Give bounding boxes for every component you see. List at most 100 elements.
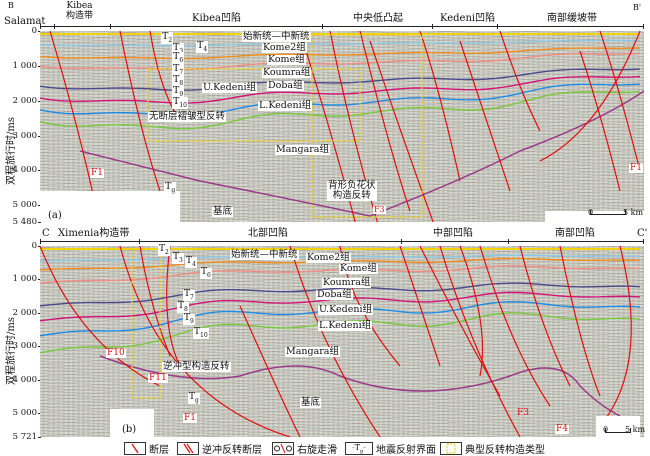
formation-b-4: Doba组 [316,289,353,300]
formation-b-0: 始新统—中新统 [230,249,299,260]
annotation-b-0: 逆冲型构造反转 [162,361,231,372]
fault-line [479,246,551,407]
fault-line [459,246,484,377]
horizon-label-Tg: Tg [164,181,177,195]
fault-line [499,31,541,132]
horizon-label-T8: T8 [172,74,185,88]
horizon-T8 [40,75,641,104]
legend-label: 断层 [149,445,169,456]
region-a-2: Kedeni凹陷 [440,13,496,24]
salamat-label: Salamat [4,16,46,27]
fault-line [239,305,301,437]
profile-a-start: B [8,1,14,10]
y-tick: 1 000 [12,60,37,71]
formation-b-1: Kome2组 [306,252,351,263]
fault-line [40,246,161,387]
legend-strike-slip: 右旋走滑 [272,441,337,456]
horizon-T7 [40,68,641,91]
y-tick: 4 000 [12,374,37,385]
formation-a-8: 基底 [212,206,234,217]
inversion-box [131,251,161,399]
y-tick: 5 000 [12,200,37,211]
legend-reflector: -Tg- 地震反射界面 [345,441,436,456]
region-b-1: 中部凹陷 [433,228,473,239]
fault-line [359,31,411,212]
horizon-label-T10: T10 [172,96,188,110]
fault-icon [124,442,146,455]
region-bar-a [40,26,644,27]
region-b-2: 南部凹陷 [555,228,595,239]
profile-b-end: C' [637,228,648,239]
formation-b-7: Mangara组 [285,346,340,357]
fault-line [166,246,181,367]
fault-line [119,31,161,192]
horizon-T3 [40,39,641,47]
scale-len-b: 5 km [625,425,646,434]
formation-a-1: Kome2组 [262,42,307,53]
scale-bar-a [590,210,626,215]
profile-b-start: C [42,228,50,239]
horizon-label-b-T10: T10 [193,327,209,340]
legend-label: 地震反射界面 [376,445,436,456]
fault-line [299,31,356,222]
horizon-label-b-T4: T4 [185,256,197,269]
horizon-label-T2: T2 [161,31,174,45]
scale-bar-b [605,428,631,433]
fault-line [329,31,378,222]
y-tick: 3 000 [12,341,37,352]
fault-line [539,31,641,162]
fault-label-F1-a-east: F1 [629,163,643,174]
panel-label-a: (a) [48,210,62,221]
y-tick: 2 000 [12,95,37,106]
y-tick: 0 [31,26,37,36]
profile-a-end: B' [633,3,642,12]
legend-thrust-fault: 逆冲反转断层 [177,441,262,456]
fault-line [459,40,511,192]
formation-a-2: Kome组 [267,54,306,65]
y-tick: 3 000 [12,130,37,141]
legend-label: 逆冲反转断层 [202,445,262,456]
fault-label-F1-a: F1 [90,168,104,179]
formation-a-4: Doba组 [267,80,304,91]
fault-line [519,246,571,387]
region-bar-b [40,241,644,242]
formation-b-2: Kome组 [339,263,378,274]
formation-b-3: Koumra组 [322,277,372,288]
horizon-label-T6: T6 [172,51,185,65]
horizon-label-b-T3: T3 [172,252,184,265]
formation-a-7: Mangara组 [275,144,330,155]
horizon-label-T7: T7 [172,63,185,77]
horizon-label-T4: T4 [196,40,209,54]
thrust-fault-icon [177,442,199,455]
y-tick: 5 000 [12,407,37,418]
legend-label: 典型反转构造类型 [465,445,545,456]
annotation-a-0: 无断层褶皱型反转 [148,111,227,122]
region-a-3: 南部缓坡带 [547,13,597,24]
kibea-structure-label: Kibea 构造带 [66,1,94,21]
y-tick: 1 000 [12,274,37,285]
annotation-a-1: 背形负花状 构造反转 [327,180,377,201]
fault-line [599,246,632,427]
horizon-T4 [40,47,641,60]
fault-label-F10: F10 [106,348,126,359]
fault-line [369,40,434,222]
formation-b-6: L.Kedeni组 [318,320,373,331]
horizon-label-T9: T9 [172,85,185,99]
spacer [40,37,42,216]
reflector-icon: -Tg- [345,442,373,455]
horizon-label-b-Tg: Tg [188,392,200,405]
formation-a-3: Koumra组 [262,67,312,78]
fault-line [419,31,461,182]
y-tick: 0 [31,241,37,251]
ximenia-structure-label: Ximenia构造带 [58,228,130,239]
formation-b-5: U.Kedeni组 [318,304,373,315]
horizon-label-b-T7: T7 [183,289,195,302]
dashed-box-icon [440,442,462,455]
fault-label-F3-a: F3 [373,205,386,215]
horizon-Tg [99,355,621,417]
fault-line [599,31,641,172]
formation-b-8: 基底 [300,397,322,408]
horizon-label-b-T6: T6 [200,267,212,280]
horizon-Tg [79,90,644,217]
